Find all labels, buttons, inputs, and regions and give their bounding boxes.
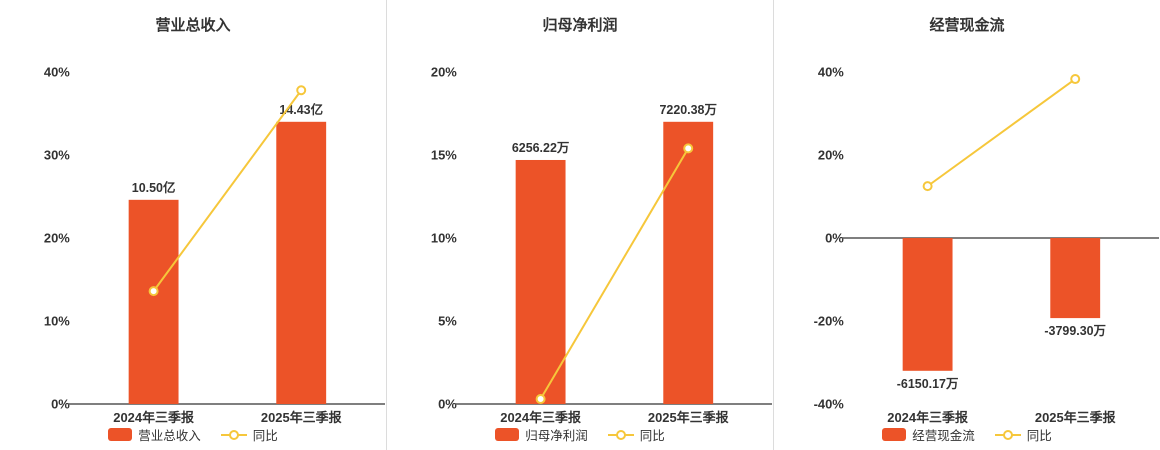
legend-label: 同比 xyxy=(639,429,665,443)
chart-panel-cash-flow: 40% 20% 0% -20% -40% -6150.17万 2024年三季报 -3799.3… xyxy=(773,0,1160,450)
legend-item-bar-series[interactable]: 经营现金流 xyxy=(882,425,975,444)
x-category-label: 2025年三季报 xyxy=(1035,410,1116,425)
chart-legend: 营业总收入 同比 xyxy=(0,425,386,444)
chart-title: 营业总收入 xyxy=(155,17,231,34)
chart-title: 经营现金流 xyxy=(929,17,1005,34)
y-tick-label: 10% xyxy=(431,230,457,245)
y-tick-label: 0% xyxy=(438,396,457,411)
y-tick-label: 10% xyxy=(44,313,70,328)
bar-value-label: 10.50亿 xyxy=(132,180,176,195)
yoy-line[interactable] xyxy=(539,147,690,400)
bar-value-label: 6256.22万 xyxy=(512,141,569,155)
chart-panel-net-profit: 20% 15% 10% 5% 0% 6256.22万 2024年三季报 7220.38万 202… xyxy=(386,0,773,450)
yoy-line-icon xyxy=(607,429,634,441)
y-tick-label: 5% xyxy=(438,313,457,328)
chart-title: 归母净利润 xyxy=(542,17,618,34)
x-category-label: 2025年三季报 xyxy=(648,410,729,425)
y-tick-label: 20% xyxy=(44,230,70,245)
bar-2025-q3[interactable] xyxy=(1050,238,1101,319)
legend-item-yoy[interactable]: 同比 xyxy=(220,425,278,444)
bar-2024-q3[interactable] xyxy=(515,159,566,404)
bar-value-label: 14.43亿 xyxy=(279,102,323,117)
y-tick-label: 40% xyxy=(44,64,70,79)
yoy-line-icon xyxy=(994,429,1021,441)
bar-series-swatch-icon xyxy=(108,428,133,441)
y-tick-label: -40% xyxy=(814,396,845,411)
y-tick-label: 0% xyxy=(51,396,70,411)
bar-2025-q3[interactable] xyxy=(663,121,714,405)
bar-value-label: 7220.38万 xyxy=(659,103,716,117)
bar-series-swatch-icon xyxy=(495,428,520,441)
chart-panel-revenue: 40% 30% 20% 10% 0% 10.50亿 2024年三季报 14.43亿 2025年三… xyxy=(0,0,386,450)
legend-item-bar-series[interactable]: 营业总收入 xyxy=(108,425,201,444)
yoy-point[interactable] xyxy=(683,143,694,154)
net-profit-chart-canvas: 20% 15% 10% 5% 0% 6256.22万 2024年三季报 7220.38万 202… xyxy=(431,64,773,425)
legend-item-yoy[interactable]: 同比 xyxy=(994,425,1052,444)
legend-label: 经营现金流 xyxy=(912,429,975,443)
y-tick-label: 0% xyxy=(825,230,844,245)
bar-2024-q3[interactable] xyxy=(902,238,953,371)
legend-label: 营业总收入 xyxy=(138,429,201,443)
y-tick-label: 40% xyxy=(818,64,844,79)
y-tick-label: 15% xyxy=(431,147,457,162)
legend-item-bar-series[interactable]: 归母净利润 xyxy=(495,425,588,444)
bar-value-label: -3799.30万 xyxy=(1044,324,1106,338)
yoy-point[interactable] xyxy=(535,394,546,405)
yoy-point[interactable] xyxy=(296,85,307,96)
y-tick-label: 30% xyxy=(44,147,70,162)
y-tick-label: -20% xyxy=(814,313,845,328)
bar-value-label: -6150.17万 xyxy=(897,377,959,391)
bar-2024-q3[interactable] xyxy=(128,199,179,404)
chart-legend: 归母净利润 同比 xyxy=(387,425,773,444)
x-category-label: 2025年三季报 xyxy=(261,410,342,425)
y-tick-label: 20% xyxy=(818,147,844,162)
yoy-point[interactable] xyxy=(922,181,933,192)
yoy-line[interactable] xyxy=(152,89,303,292)
legend-item-yoy[interactable]: 同比 xyxy=(607,425,665,444)
bar-series-swatch-icon xyxy=(882,428,907,441)
yoy-point[interactable] xyxy=(1070,74,1081,85)
y-tick-label: 20% xyxy=(431,64,457,79)
yoy-point[interactable] xyxy=(148,286,159,297)
bar-2025-q3[interactable] xyxy=(276,121,327,405)
legend-label: 同比 xyxy=(252,429,278,443)
yoy-line[interactable] xyxy=(927,78,1076,187)
x-category-label: 2024年三季报 xyxy=(500,410,581,425)
x-category-label: 2024年三季报 xyxy=(887,410,968,425)
legend-label: 同比 xyxy=(1026,429,1052,443)
revenue-chart-canvas: 40% 30% 20% 10% 0% 10.50亿 2024年三季报 14.43亿 2025年三… xyxy=(44,64,386,425)
chart-legend: 经营现金流 同比 xyxy=(774,425,1160,444)
legend-label: 归母净利润 xyxy=(525,429,588,443)
x-category-label: 2024年三季报 xyxy=(113,410,194,425)
yoy-line-icon xyxy=(220,429,247,441)
cash-flow-chart-canvas: 40% 20% 0% -20% -40% -6150.17万 2024年三季报 -3799.3… xyxy=(814,64,1160,425)
